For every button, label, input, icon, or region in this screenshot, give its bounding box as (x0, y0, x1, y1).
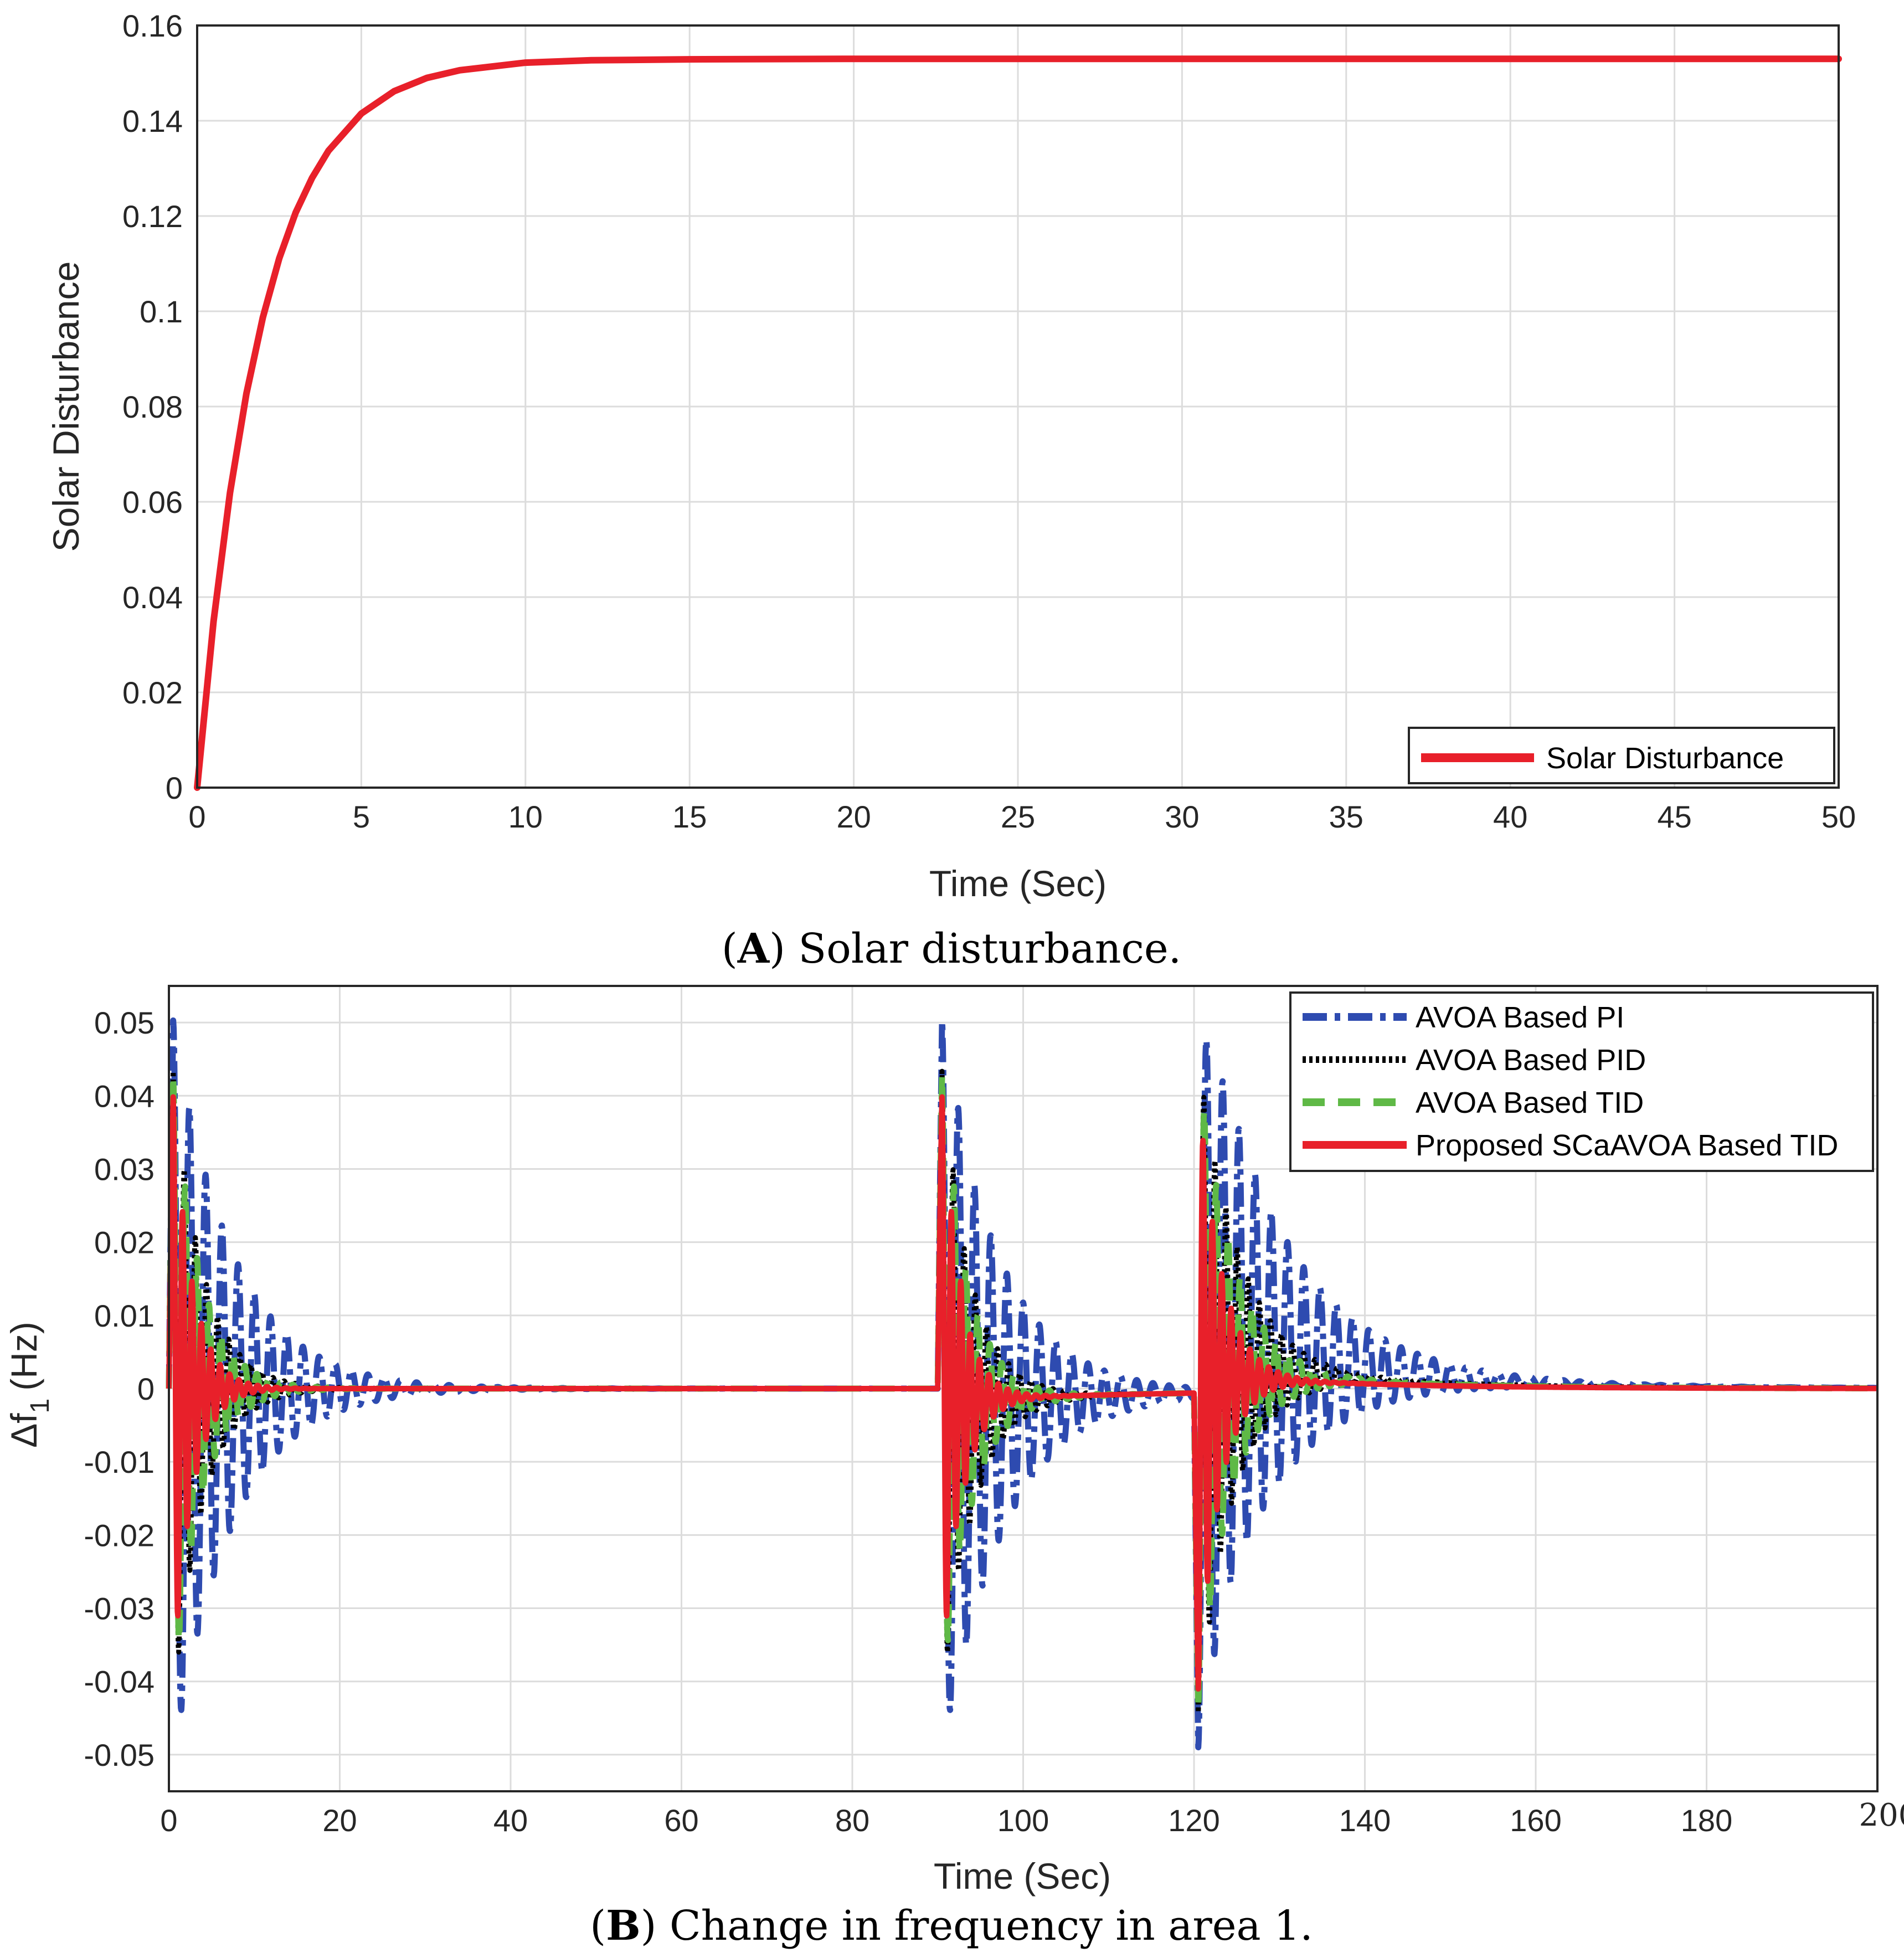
panel-b-x-tick-label-160: 160 (1510, 1803, 1561, 1838)
panel-b-y-tick-label-0-02: -0.02 (84, 1518, 155, 1553)
panel-a-y-tick-label-0-08: 0.08 (122, 389, 183, 424)
panel-a-x-tick-label-40: 40 (1493, 799, 1527, 834)
panel-a-y-tick-label-0-1: 0.1 (140, 294, 183, 329)
panel-b-y-tick-label-0-04: -0.04 (84, 1664, 155, 1699)
panel-a-legend: Solar Disturbance (1408, 727, 1835, 784)
panel-b-legend-label-avoa-tid: AVOA Based TID (1416, 1086, 1644, 1119)
panel-a-y-tick-label-0-06: 0.06 (122, 485, 183, 520)
panel-a-x-tick-label-20: 20 (836, 799, 871, 834)
panel-b-legend-label-avoa-pi: AVOA Based PI (1416, 1001, 1624, 1034)
panel-b-y-tick-label-0: 0 (137, 1371, 155, 1406)
panel-a-x-axis-label: Time (Sec) (929, 863, 1107, 904)
panel-b-x-tick-label-100: 100 (997, 1803, 1049, 1838)
panel-b-caption-letter: B (606, 1902, 641, 1950)
panel-b-x-tick-label-40: 40 (493, 1803, 528, 1838)
panel-a-y-ticks: 0 0.02 0.04 0.06 0.08 0.1 0.12 0.14 0.16 (122, 8, 183, 805)
panel-a-y-tick-label-0: 0 (166, 770, 183, 805)
panel-b-frequency-change: 020406080100120140160180200 -0.05-0.04-0… (3, 985, 1904, 1950)
panel-b-y-axis-label-unit: (Hz) (3, 1322, 44, 1391)
panel-b-y-tick-label-0-03: -0.03 (84, 1591, 155, 1626)
panel-a-solar-disturbance: 0 5 10 15 20 25 30 35 40 45 50 0 0.02 0.04 0.06 0.08 0.… (45, 8, 1856, 973)
panel-b-y-axis-label: Δf1 (Hz) (3, 1322, 55, 1448)
panel-a-caption-text: Solar disturbance. (799, 925, 1182, 973)
panel-a-x-tick-label-25: 25 (1001, 799, 1035, 834)
panel-a-caption-letter: A (737, 925, 770, 973)
panel-a-y-tick-label-0-12: 0.12 (122, 199, 183, 234)
panel-a-x-tick-label-0: 0 (188, 799, 205, 834)
panel-b-caption-text: Change in frequency in area 1. (670, 1902, 1313, 1950)
panel-b-x-ticks: 0 20 40 60 80 100 120 140 160 180 200 (160, 1797, 1904, 1838)
panel-b-x-tick-label-80: 80 (835, 1803, 869, 1838)
panel-b-x-tick-label-0: 0 (160, 1803, 177, 1838)
panel-b-series-line-proposed-scaavoa-based-tid (166, 1094, 1880, 1692)
panel-b-y-tick-label-0-03: 0.03 (94, 1152, 155, 1186)
panel-b-x-tick-label-180: 180 (1681, 1803, 1732, 1838)
panel-b-legend-label-proposed-scaavoa-tid: Proposed SCaAVOA Based TID (1416, 1129, 1838, 1162)
panel-a-x-tick-label-50: 50 (1821, 799, 1856, 834)
panel-a-series-line-solar-disturbance (194, 55, 1842, 791)
panel-b-x-tick-label-120: 120 (1168, 1803, 1219, 1838)
panel-a-y-tick-label-0-02: 0.02 (122, 675, 183, 710)
panel-b-x-axis-label: Time (Sec) (934, 1856, 1111, 1897)
panel-b-y-ticks: -0.05 -0.04 -0.03 -0.02 -0.01 0 0.01 0.02 0.03 0.… (84, 1005, 155, 1772)
panel-b-y-tick-label-0-01: -0.01 (84, 1445, 155, 1479)
panel-b-y-tick-label-0-05: 0.05 (94, 1005, 155, 1040)
panel-b-x-tick-label-200: 200 (1859, 1797, 1904, 1833)
panel-b-x-tick-label-140: 140 (1339, 1803, 1391, 1838)
panel-b-y-axis-label-main: Δf (3, 1413, 44, 1448)
panel-a-x-tick-label-45: 45 (1657, 799, 1691, 834)
panel-a-y-tick-label-0-14: 0.14 (122, 104, 183, 138)
panel-b-y-axis-label-sub: 1 (25, 1399, 55, 1414)
panel-b-x-tick-label-60: 60 (664, 1803, 698, 1838)
panel-b-y-tick-label-0-02: 0.02 (94, 1225, 155, 1260)
panel-a-y-tick-label-0-04: 0.04 (122, 580, 183, 615)
panel-b-y-tick-label-0-05: -0.05 (84, 1738, 155, 1772)
panel-b-x-tick-label-20: 20 (322, 1803, 357, 1838)
panel-a-y-axis-label: Solar Disturbance (45, 261, 86, 552)
panel-a-caption: (A) Solar disturbance. (722, 925, 1181, 973)
panel-b-y-tick-label-0-01: 0.01 (94, 1298, 155, 1333)
panel-b-y-tick-label-0-04: 0.04 (94, 1078, 155, 1113)
panel-a-x-tick-label-5: 5 (353, 799, 370, 834)
panel-b-series-line-avoa-based-pi (166, 1017, 1880, 1751)
panel-a-x-ticks: 0 5 10 15 20 25 30 35 40 45 50 (188, 799, 1856, 834)
panel-a-legend-label-solar-disturbance: Solar Disturbance (1546, 742, 1784, 775)
panel-a-x-tick-label-10: 10 (508, 799, 543, 834)
panel-a-x-tick-label-35: 35 (1329, 799, 1363, 834)
panel-b-plot-frame (168, 985, 1879, 1792)
panel-a-series (194, 55, 1842, 791)
panel-a-y-tick-label-0-16: 0.16 (122, 8, 183, 43)
panel-b-caption: (B) Change in frequency in area 1. (590, 1902, 1313, 1950)
panel-a-x-tick-label-15: 15 (672, 799, 707, 834)
panel-a-x-tick-label-30: 30 (1165, 799, 1199, 834)
panel-a-plot-frame (196, 24, 1840, 789)
panel-b-series (166, 1017, 1880, 1751)
panel-b-legend-label-avoa-pid: AVOA Based PID (1416, 1044, 1646, 1077)
panel-b-legend: AVOA Based PI AVOA Based PID AVOA Based … (1289, 991, 1874, 1172)
